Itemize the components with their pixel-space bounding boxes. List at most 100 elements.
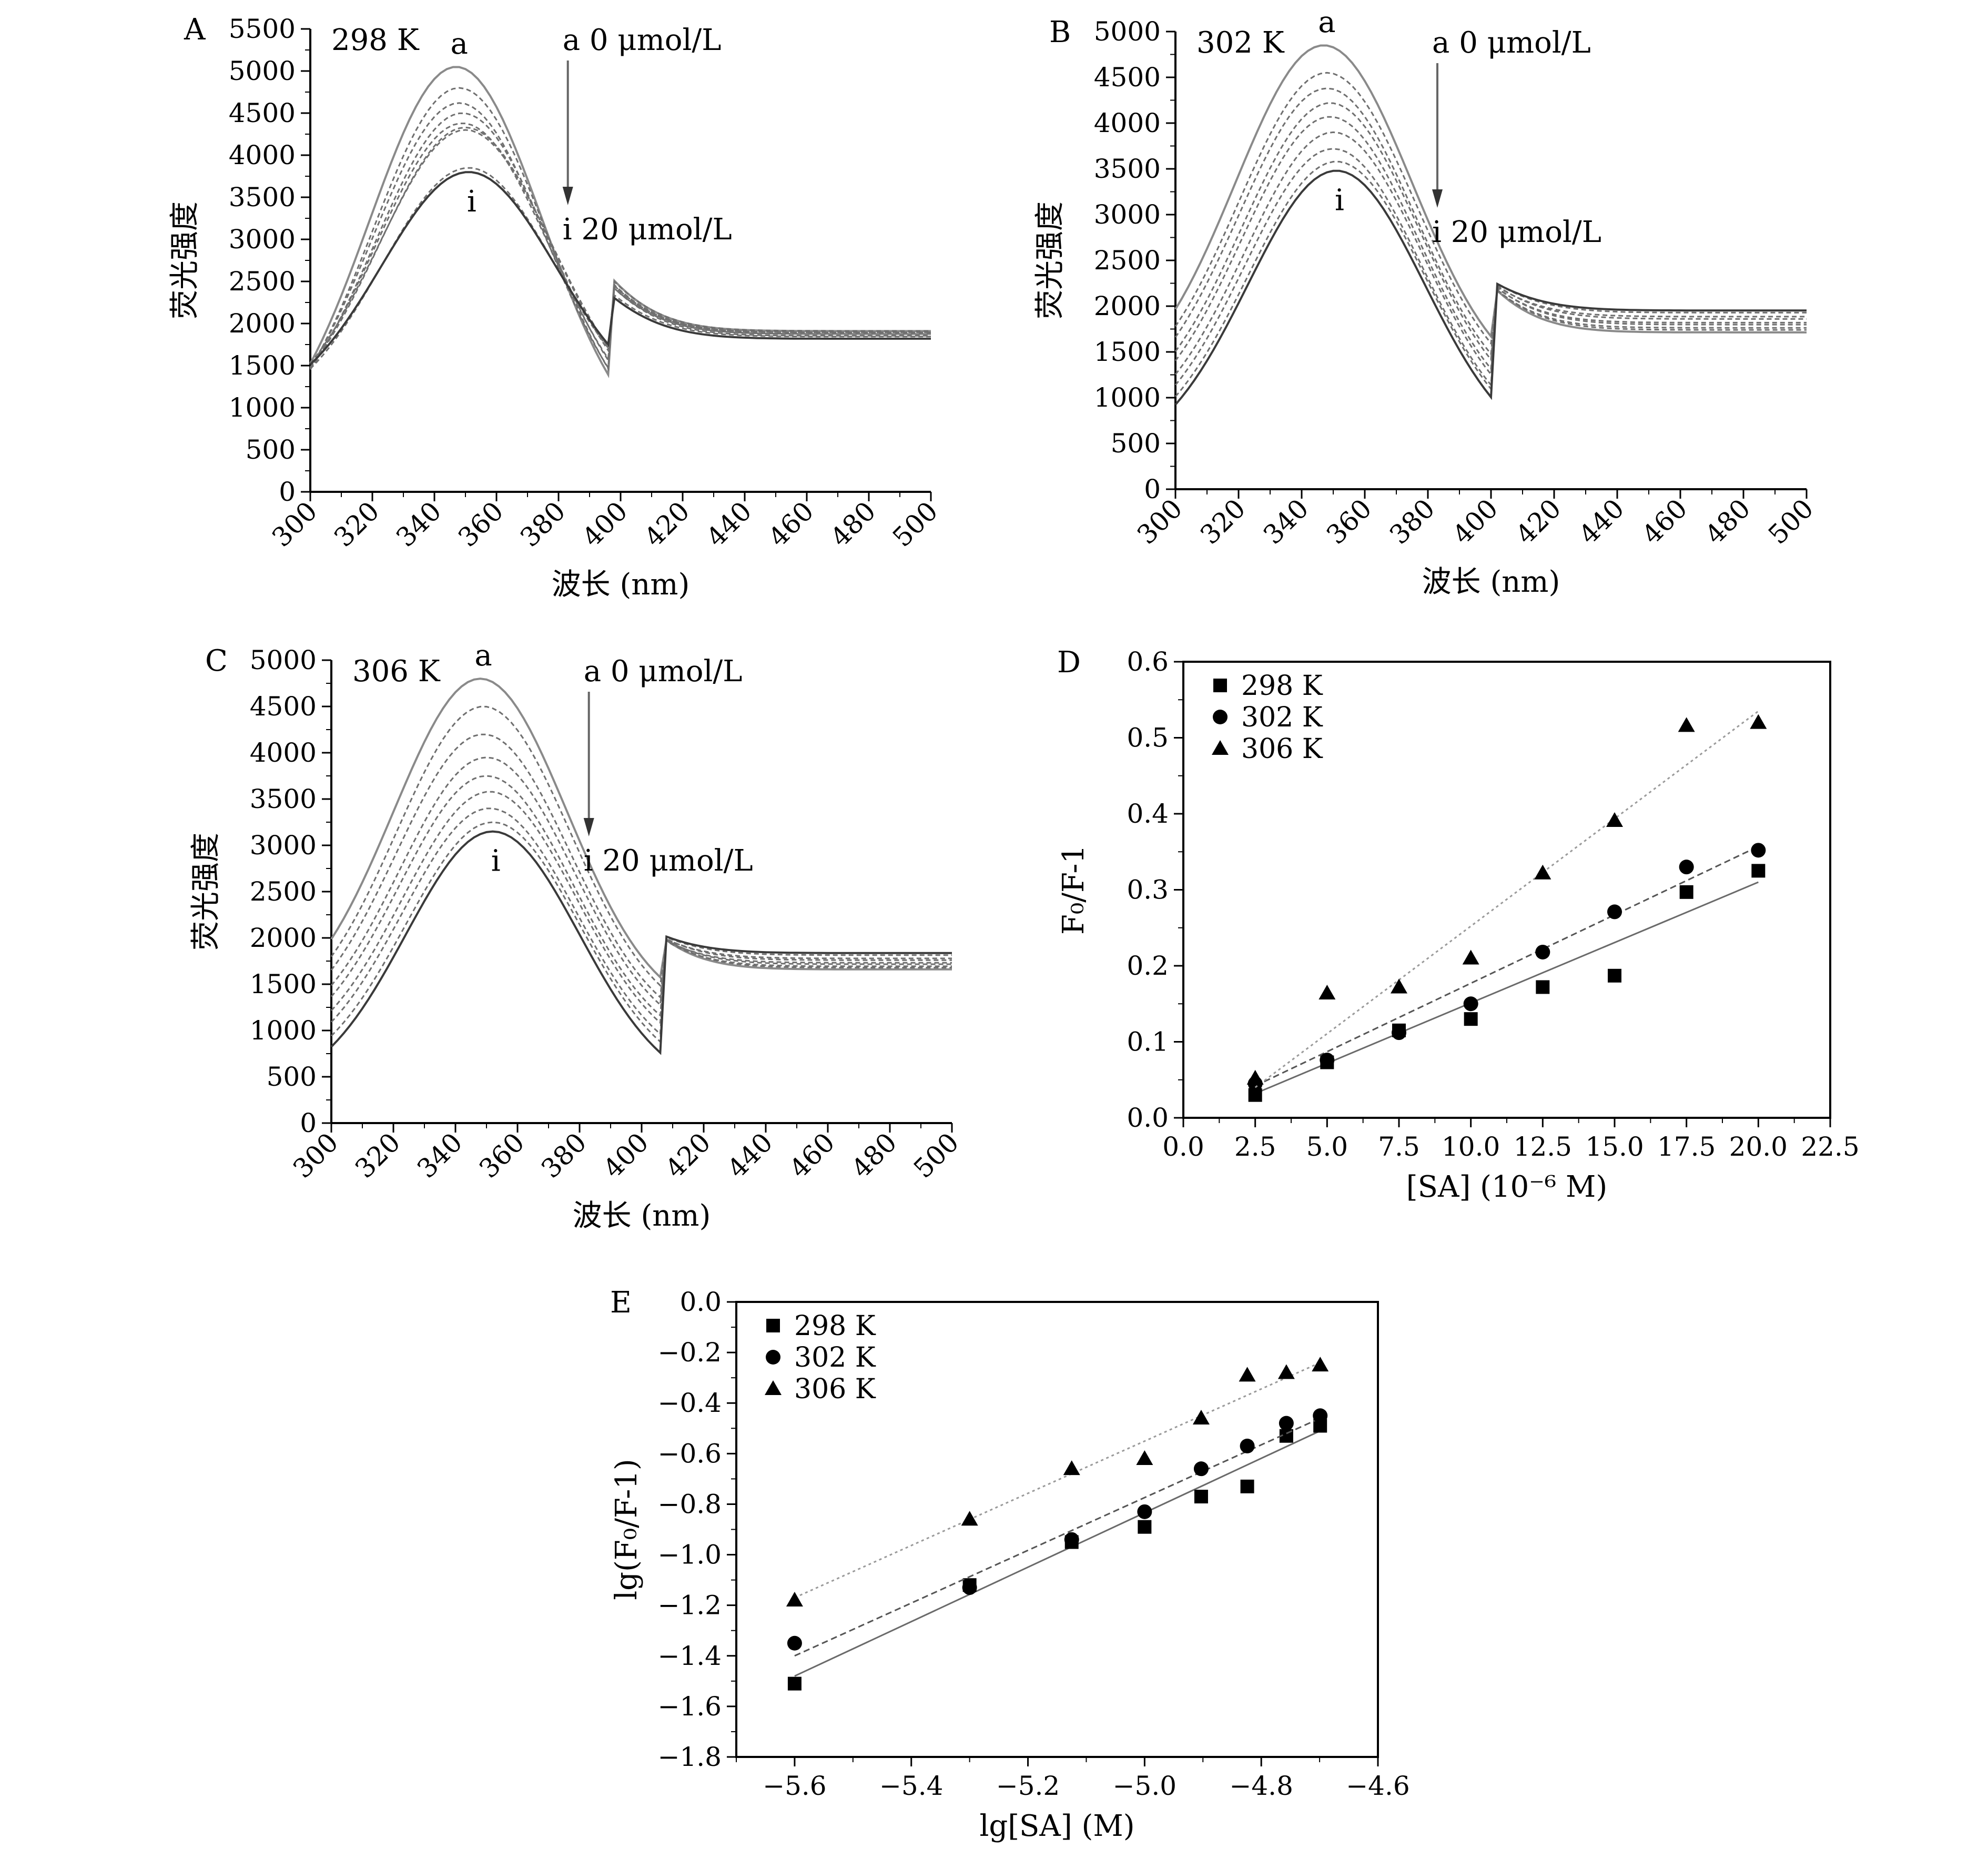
arrow-head xyxy=(562,187,573,205)
data-point xyxy=(787,1676,802,1691)
x-tick-label: 380 xyxy=(1384,493,1441,550)
x-tick-label: 380 xyxy=(514,496,571,552)
y-tick-label: 500 xyxy=(246,435,296,465)
y-tick-label: 0.3 xyxy=(1127,875,1169,905)
y-tick-label: 4500 xyxy=(250,691,317,722)
x-tick-label: 17.5 xyxy=(1657,1131,1716,1162)
y-tick-label: 0.6 xyxy=(1127,646,1169,677)
y-tick-label: 5500 xyxy=(229,14,296,44)
chart-panel-a: A 0 500 1000 1500 2000 2500 3000 3500 4000 4500 500… xyxy=(168,13,944,602)
x-axis-label: [SA] (10⁻⁶ M) xyxy=(1406,1170,1607,1204)
data-point xyxy=(1535,944,1550,959)
y-tick-label: 5000 xyxy=(229,56,296,86)
x-tick-label: 15.0 xyxy=(1585,1131,1644,1162)
spectrum-line xyxy=(330,705,952,987)
y-tick-label: 4000 xyxy=(229,140,296,170)
x-tick-label: −4.6 xyxy=(1346,1771,1409,1801)
y-tick-label: 500 xyxy=(267,1062,317,1092)
arrow-end-label: i 20 μmol/L xyxy=(1432,215,1601,249)
data-point xyxy=(1312,1357,1329,1372)
fit-line xyxy=(1254,710,1759,1088)
x-tick-label: −5.0 xyxy=(1113,1771,1176,1801)
x-tick-label: 400 xyxy=(1447,493,1504,550)
spectrum-line xyxy=(1174,169,1807,406)
x-tick-label: 400 xyxy=(576,496,633,552)
y-tick-label: 3000 xyxy=(229,224,296,255)
y-tick-label: 0.0 xyxy=(1127,1103,1169,1133)
y-tick-label: 4000 xyxy=(250,737,317,768)
legend-entry: 306 K xyxy=(794,1373,876,1405)
data-point xyxy=(1606,812,1623,827)
data-point xyxy=(1240,1479,1254,1493)
y-tick-label: 2000 xyxy=(1094,291,1161,321)
x-tick-label: 10.0 xyxy=(1442,1131,1500,1162)
spectrum-line xyxy=(1174,87,1807,356)
legend-marker xyxy=(1213,679,1227,692)
data-point xyxy=(1137,1504,1152,1519)
legend-marker xyxy=(766,1350,780,1365)
temperature-label: 298 K xyxy=(331,23,420,57)
data-point xyxy=(1318,985,1336,1000)
spectrum-line xyxy=(309,129,931,365)
arrow-start-label: a 0 μmol/L xyxy=(1432,26,1591,60)
spectrum-line xyxy=(330,756,952,1007)
panel-label: D xyxy=(1057,645,1081,680)
legend-marker xyxy=(765,1380,782,1395)
data-point xyxy=(962,1580,977,1595)
data-point xyxy=(1194,1490,1208,1504)
x-tick-label: 480 xyxy=(825,496,881,552)
spectrum-line xyxy=(309,112,931,370)
spectrum-line xyxy=(1174,44,1807,339)
y-tick-label: 3500 xyxy=(250,784,317,814)
data-point xyxy=(1607,904,1622,920)
data-point xyxy=(1136,1450,1153,1465)
arrow-head xyxy=(583,818,594,836)
curve-label-a: a xyxy=(474,639,492,673)
legend-entry: 298 K xyxy=(794,1310,876,1342)
panel-label: C xyxy=(205,644,228,678)
x-tick-label: −5.4 xyxy=(879,1771,943,1801)
x-tick-label: 500 xyxy=(908,1127,965,1184)
x-tick-label: 360 xyxy=(473,1127,530,1184)
chart-panel-d: D 0.0 0.1 0.2 0.3 0.4 0.5 0.6 0.0 2.5 5.0 7.5 10.0 12… xyxy=(1057,645,1860,1204)
y-tick-label: 2500 xyxy=(1094,245,1161,276)
data-point xyxy=(786,1592,803,1607)
legend-marker xyxy=(1213,710,1228,724)
y-axis-label: 荧光强度 xyxy=(189,833,223,951)
data-point xyxy=(1279,1416,1294,1431)
fit-line xyxy=(1255,881,1759,1095)
y-tick-label: 1000 xyxy=(1094,382,1161,413)
data-point xyxy=(1750,714,1767,729)
y-tick-label: −0.8 xyxy=(658,1489,722,1519)
x-tick-label: 460 xyxy=(763,496,819,552)
data-point xyxy=(787,1635,802,1651)
x-tick-label: 340 xyxy=(390,496,447,552)
y-tick-label: −1.6 xyxy=(658,1691,722,1722)
y-tick-label: 1000 xyxy=(250,1015,317,1046)
data-point xyxy=(1534,864,1551,880)
x-tick-label: 340 xyxy=(1257,493,1314,550)
spectrum-line xyxy=(330,807,952,1036)
y-tick-label: 0.1 xyxy=(1127,1027,1169,1057)
spectrum-line xyxy=(309,87,931,371)
y-tick-label: 500 xyxy=(1111,428,1161,459)
y-tick-label: −1.8 xyxy=(658,1742,722,1772)
y-tick-label: 3000 xyxy=(1094,199,1161,230)
x-tick-label: 460 xyxy=(1636,493,1693,550)
y-tick-label: 3500 xyxy=(1094,154,1161,184)
x-tick-label: −5.6 xyxy=(763,1771,826,1801)
y-tick-label: 0.4 xyxy=(1127,799,1169,829)
y-axis-label: F₀/F-1 xyxy=(1057,845,1091,935)
chart-panel-b: B 0 500 1000 1500 2000 2500 3000 3500 4000 4500 500… xyxy=(1033,5,1819,599)
y-tick-label: 1000 xyxy=(229,392,296,423)
data-point xyxy=(1192,1410,1210,1425)
y-tick-label: 2000 xyxy=(229,308,296,339)
x-tick-label: 300 xyxy=(287,1127,344,1184)
chart-panel-c: C 0 500 1000 1500 2000 2500 3000 3500 4000 4500 500… xyxy=(189,639,965,1233)
y-axis-label: 荧光强度 xyxy=(168,201,202,319)
x-tick-label: 420 xyxy=(1510,493,1567,550)
legend-entry: 306 K xyxy=(1241,733,1323,765)
data-point xyxy=(1277,1364,1295,1379)
y-tick-label: 1500 xyxy=(250,969,317,999)
data-point xyxy=(1138,1520,1152,1534)
